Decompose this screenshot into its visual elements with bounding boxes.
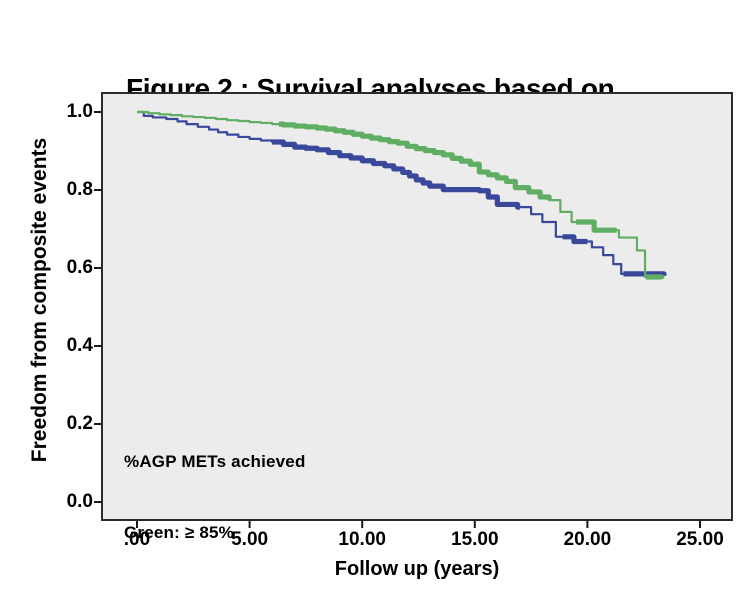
censor-marks-green [576,219,617,233]
x-tick-label: 5.00 [231,529,269,550]
y-tick-label: 0.4 [66,335,93,356]
plot-border [101,92,733,521]
x-tick-label: 20.00 [563,529,612,550]
y-tick-label: 0.2 [66,413,93,434]
x-tick-label: 25.00 [676,529,724,550]
y-tick-label: 0.0 [66,491,93,512]
legend-annotation-blue: Blue: <85% [124,591,306,596]
legend-annotation: %AGP METs achieved Green: ≥ 85% Blue: <8… [124,403,306,596]
legend-annotation-header: %AGP METs achieved [124,452,306,471]
censor-marks-green [278,121,552,201]
censor-marks-blue [272,139,521,210]
y-tick-label: 0.6 [66,257,93,278]
x-tick-label: 15.00 [451,529,499,550]
plot-area [102,93,732,520]
censor-marks-green [645,274,665,280]
x-axis-title: Follow up (years) [334,558,500,580]
x-tick-label: .00 [123,529,151,550]
censor-marks-blue [623,271,667,277]
x-tick-label: 10.00 [338,529,386,550]
y-tick-label: 0.8 [66,179,93,200]
legend-annotation-green: Green: ≥ 85% [124,522,234,542]
censor-marks-blue [562,234,588,245]
y-tick-label: 1.0 [66,101,93,122]
